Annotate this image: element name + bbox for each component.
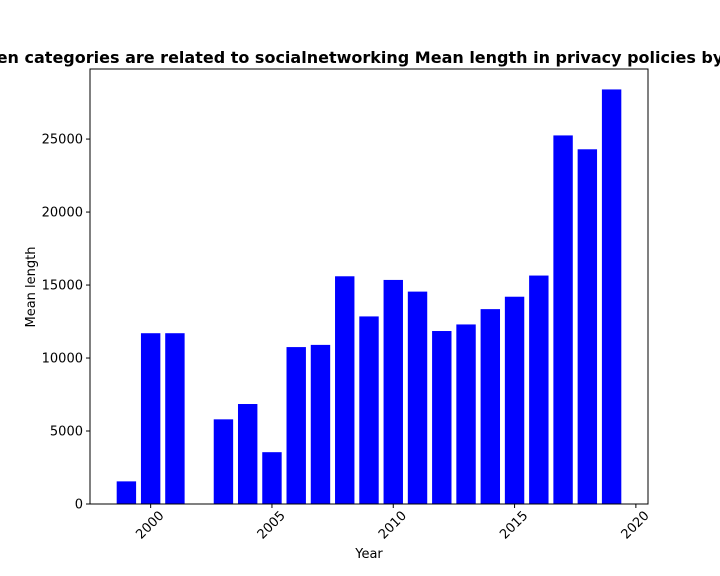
bar-2012 [432, 331, 452, 504]
plot-frame [89, 68, 649, 505]
bar-2001 [165, 333, 185, 504]
chart-title: en categories are related to socialnetwo… [0, 48, 720, 67]
bar-1999 [116, 481, 137, 504]
y-tick-label: 5000 [50, 425, 83, 440]
y-tick-label: 10000 [42, 352, 83, 367]
bars-group [116, 89, 622, 505]
x-tick-label: 2010 [376, 508, 410, 542]
y-tick-label: 15000 [42, 279, 83, 294]
bar-2018 [577, 149, 598, 505]
bar-2016 [529, 275, 549, 504]
bar-2005 [262, 452, 282, 504]
bar-2009 [359, 316, 379, 504]
bar-2007 [310, 344, 331, 504]
y-tick-label: 25000 [42, 133, 83, 148]
y-tick-label: 0 [75, 498, 83, 513]
x-tick-label: 2020 [619, 508, 653, 542]
bar-2011 [407, 291, 428, 504]
bar-2015 [504, 296, 525, 504]
bar-2003 [213, 419, 234, 504]
y-tick-label: 20000 [42, 206, 83, 221]
x-axis-label: Year [354, 547, 383, 562]
bar-2014 [480, 309, 501, 504]
x-tick-label: 2015 [497, 508, 531, 542]
bar-2010 [383, 279, 403, 504]
x-tick-label: 2005 [255, 508, 289, 542]
x-axis-ticks: 2000 2005 2010 2015 2020 [133, 504, 653, 542]
bar-2017 [553, 135, 573, 505]
x-tick-label: 2000 [133, 508, 167, 542]
y-axis-ticks: 0 5000 10000 15000 20000 25000 [42, 133, 90, 513]
bar-2019 [601, 89, 622, 504]
bar-2008 [335, 276, 355, 504]
bar-2013 [456, 324, 476, 504]
y-axis-label: Mean length [24, 247, 39, 328]
bar-2004 [237, 404, 258, 504]
bar-2006 [286, 347, 306, 504]
bar-2000 [140, 333, 161, 504]
